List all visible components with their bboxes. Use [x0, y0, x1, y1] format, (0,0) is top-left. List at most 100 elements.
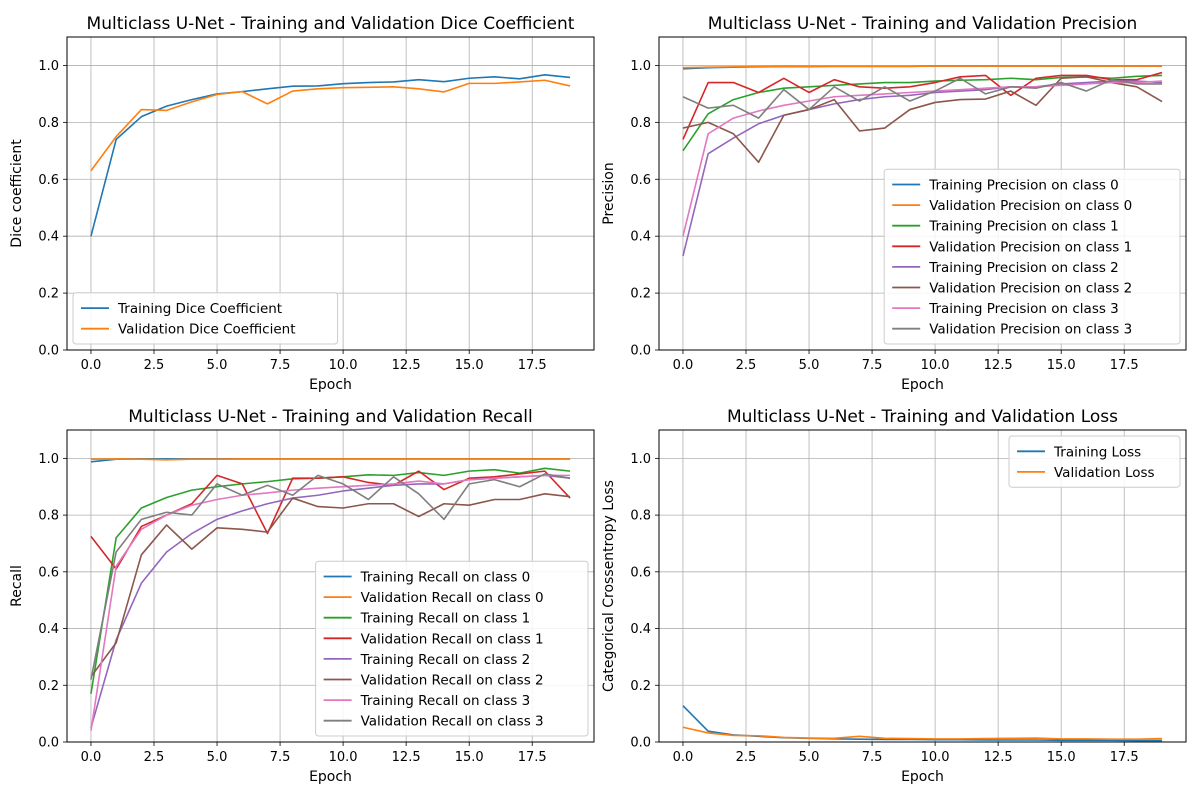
y-tick-label: 1.0 [630, 59, 651, 74]
x-tick-label: 15.0 [1047, 750, 1076, 765]
series-line [682, 74, 1163, 152]
chart-title: Multiclass U-Net - Training and Validati… [727, 407, 1118, 427]
x-tick-label: 7.5 [862, 358, 883, 373]
legend-label: Validation Recall on class 0 [361, 590, 544, 606]
plot-frame [66, 36, 595, 351]
x-tick-label: 15.0 [455, 358, 484, 373]
legend-label: Training Precision on class 0 [928, 178, 1119, 194]
x-tick-label: 2.5 [144, 750, 165, 765]
series-line [90, 493, 571, 678]
series-line [90, 79, 571, 172]
x-tick-label: 0.0 [81, 750, 102, 765]
y-tick-label: 0.6 [630, 173, 651, 188]
legend-label: Validation Recall on class 1 [361, 631, 544, 647]
series-line [682, 65, 1163, 69]
x-tick-label: 7.5 [270, 358, 291, 373]
legend-label: Validation Precision on class 0 [929, 198, 1132, 214]
chart-title: Multiclass U-Net - Training and Validati… [87, 14, 575, 34]
legend: Training Loss Validation Loss [1008, 435, 1181, 488]
legend-label: Training Recall on class 0 [360, 570, 531, 586]
legend-label: Training Precision on class 2 [928, 260, 1119, 276]
legend-label: Training Precision on class 3 [928, 301, 1119, 317]
y-axis-label: Precision [601, 162, 617, 224]
x-tick-label: 15.0 [455, 750, 484, 765]
x-axis-label: Epoch [901, 769, 944, 785]
series-line [90, 473, 571, 680]
x-tick-label: 5.0 [207, 358, 228, 373]
legend-label: Validation Loss [1054, 465, 1155, 481]
y-tick-label: 0.8 [38, 509, 59, 524]
y-tick-label: 0.2 [38, 679, 59, 694]
chart-title: Multiclass U-Net - Training and Validati… [708, 14, 1138, 34]
legend-label: Validation Precision on class 3 [929, 322, 1132, 338]
x-tick-label: 5.0 [799, 358, 820, 373]
y-tick-label: 0.2 [38, 287, 59, 302]
legend-label: Training Recall on class 3 [360, 693, 531, 709]
y-tick-label: 0.6 [630, 565, 651, 580]
x-tick-label: 17.5 [1110, 358, 1139, 373]
y-tick-label: 0.4 [630, 622, 651, 637]
chart-2: 0.0 2.5 5.0 7.5 10.0 12.5 15.0 17.5 0.0 0.2 0.4 0.6… [601, 14, 1187, 393]
y-tick-label: 0.4 [38, 622, 59, 637]
legend-frame [883, 168, 1181, 345]
x-tick-label: 12.5 [984, 358, 1013, 373]
x-tick-label: 10.0 [921, 750, 950, 765]
chart-4: 0.0 2.5 5.0 7.5 10.0 12.5 15.0 17.5 0.0 0.2 0.4 0.6… [601, 407, 1187, 785]
x-tick-label: 17.5 [518, 358, 547, 373]
plot-frame [658, 429, 1187, 743]
series-line [682, 71, 1163, 140]
series-line [682, 726, 1163, 740]
y-tick-label: 0.6 [38, 565, 59, 580]
y-tick-label: 0.0 [38, 736, 59, 751]
legend: Training Precision on class 0 Validation … [883, 168, 1181, 345]
x-axis-label: Epoch [309, 377, 352, 393]
y-tick-label: 0.4 [38, 230, 59, 245]
series-line [682, 80, 1163, 237]
legend-frame [1008, 435, 1181, 488]
plot-frame [66, 429, 595, 743]
legend-frame [72, 292, 339, 345]
x-tick-label: 0.0 [673, 358, 694, 373]
y-tick-label: 0.2 [630, 287, 651, 302]
y-tick-label: 0.8 [38, 116, 59, 131]
series-line [90, 458, 571, 461]
x-tick-label: 12.5 [984, 750, 1013, 765]
chart-1: 0.0 2.5 5.0 7.5 10.0 12.5 15.0 17.5 0.0 0.2 0.4 0.6… [9, 14, 595, 393]
x-tick-label: 0.0 [673, 750, 694, 765]
y-tick-label: 1.0 [38, 452, 59, 467]
x-tick-label: 7.5 [270, 750, 291, 765]
x-tick-label: 10.0 [329, 750, 358, 765]
x-tick-label: 5.0 [799, 750, 820, 765]
legend: Training Recall on class 0 Validation Rec… [315, 560, 589, 737]
y-tick-label: 0.8 [630, 509, 651, 524]
x-tick-label: 2.5 [736, 750, 757, 765]
y-tick-label: 0.0 [630, 736, 651, 751]
x-tick-label: 2.5 [144, 358, 165, 373]
x-axis-label: Epoch [309, 769, 352, 785]
legend-label: Validation Precision on class 2 [929, 281, 1132, 297]
x-tick-label: 17.5 [518, 750, 547, 765]
x-tick-label: 0.0 [81, 358, 102, 373]
x-tick-label: 10.0 [921, 358, 950, 373]
series-line [90, 74, 571, 237]
chart-title: Multiclass U-Net - Training and Validati… [128, 407, 532, 427]
legend-label: Training Recall on class 1 [360, 611, 531, 627]
y-tick-label: 1.0 [38, 59, 59, 74]
x-tick-label: 12.5 [392, 750, 421, 765]
x-tick-label: 15.0 [1047, 358, 1076, 373]
series-line [682, 76, 1163, 163]
x-tick-label: 12.5 [392, 358, 421, 373]
y-axis-label: Recall [9, 565, 25, 607]
legend-frame [315, 560, 589, 737]
y-tick-label: 0.0 [630, 344, 651, 359]
chart-3: 0.0 2.5 5.0 7.5 10.0 12.5 15.0 17.5 0.0 0.2 0.4 0.6… [9, 407, 595, 785]
series-line [90, 470, 571, 570]
y-tick-label: 0.6 [38, 173, 59, 188]
x-tick-label: 5.0 [207, 750, 228, 765]
y-tick-label: 0.2 [630, 679, 651, 694]
y-tick-label: 0.8 [630, 116, 651, 131]
x-tick-label: 10.0 [329, 358, 358, 373]
x-tick-label: 17.5 [1110, 750, 1139, 765]
x-tick-label: 7.5 [862, 750, 883, 765]
legend-label: Validation Recall on class 3 [361, 714, 544, 730]
